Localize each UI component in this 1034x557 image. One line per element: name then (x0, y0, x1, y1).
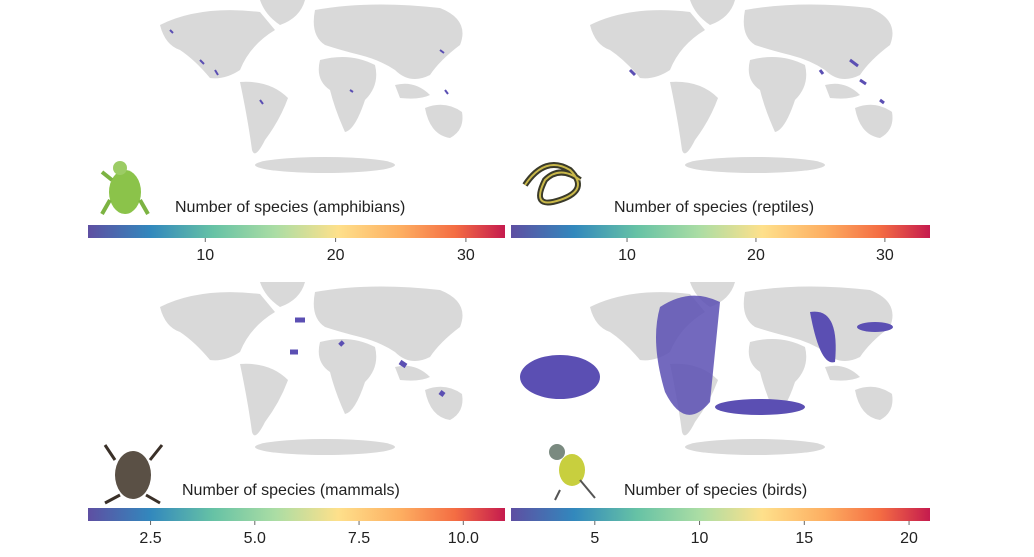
colorbar-label: Number of species (birds) (624, 482, 807, 499)
colorbar-label: Number of species (mammals) (182, 482, 400, 499)
colorbar-tick-label: 5.0 (244, 530, 266, 547)
map-birds (520, 282, 893, 455)
colorbar-tick-label: 15 (795, 530, 813, 547)
colorbar-tick-label: 20 (327, 247, 345, 264)
map-mammals (160, 282, 463, 455)
colorbar (511, 225, 930, 238)
colorbar-tick-label: 10.0 (448, 530, 479, 547)
icon-snake (522, 162, 582, 206)
colorbar (88, 225, 505, 238)
colorbar-label: Number of species (amphibians) (175, 199, 405, 216)
colorbar-tick-label: 10 (691, 530, 709, 547)
colorbar-tick-label: 2.5 (139, 530, 161, 547)
colorbar-tick-label: 30 (876, 247, 894, 264)
colorbar-tick-label: 7.5 (348, 530, 370, 547)
colorbar (511, 508, 930, 521)
colorbar-label: Number of species (reptiles) (614, 199, 814, 216)
icon-bird (549, 444, 596, 501)
icon-frog (100, 161, 150, 215)
colorbar-tick-label: 20 (900, 530, 918, 547)
map-reptiles (590, 0, 893, 173)
icon-bat (103, 444, 164, 505)
colorbar-tick-label: 10 (618, 247, 636, 264)
colorbar-tick-label: 30 (457, 247, 475, 264)
map-amphibians (160, 0, 463, 173)
colorbar (88, 508, 505, 521)
colorbar-tick-label: 5 (590, 530, 599, 547)
colorbar-tick-label: 20 (747, 247, 765, 264)
colorbar-tick-label: 10 (196, 247, 214, 264)
